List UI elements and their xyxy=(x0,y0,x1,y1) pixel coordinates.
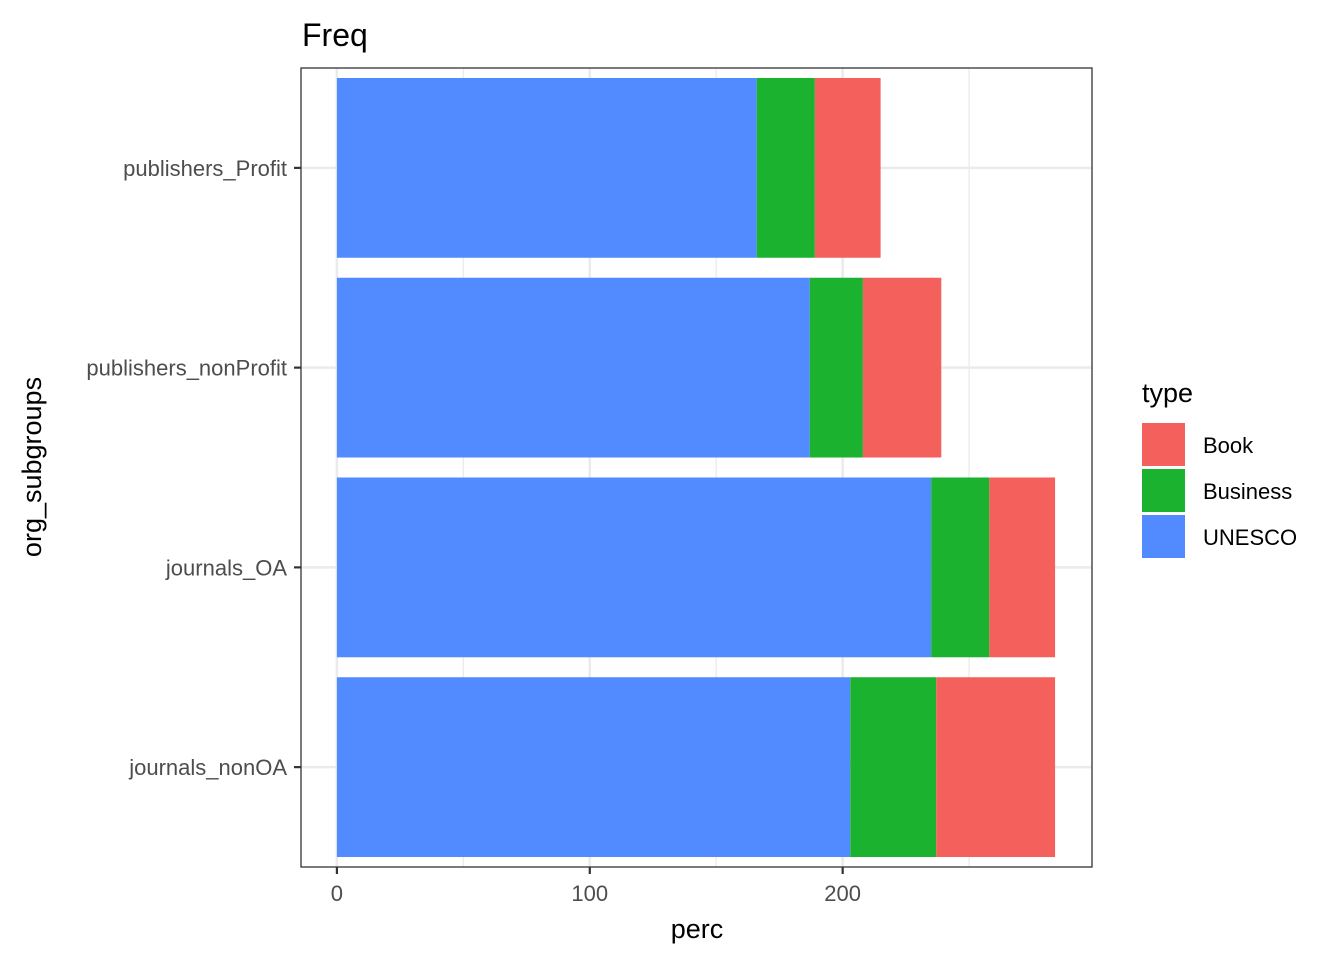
bar-book-journals-oa xyxy=(989,477,1056,658)
y-tick-label: publishers_nonProfit xyxy=(86,356,287,381)
bar-book-publishers-nonprofit xyxy=(862,277,942,458)
legend-title: type xyxy=(1142,378,1193,408)
bar-book-publishers-profit xyxy=(814,77,881,258)
y-axis-title: org_subgroups xyxy=(17,377,47,557)
legend: type Book Business UNESCO xyxy=(1142,378,1297,558)
legend-label-unesco: UNESCO xyxy=(1203,525,1297,550)
bar-unesco-journals-oa xyxy=(336,477,932,658)
y-tick-label: publishers_Profit xyxy=(123,156,287,181)
y-tick-label: journals_OA xyxy=(165,555,287,580)
plot-panel-border xyxy=(300,67,1093,868)
bar-book-journals-nonoa xyxy=(936,677,1056,858)
y-axis: journals_nonOA journals_OA publishers_nonP… xyxy=(86,156,301,780)
y-tick-label: journals_nonOA xyxy=(128,755,287,780)
bar-unesco-publishers-profit xyxy=(336,77,757,258)
x-axis: 0 100 200 xyxy=(331,867,861,906)
x-tick-label: 100 xyxy=(571,881,608,906)
chart-title: Freq xyxy=(302,17,368,53)
x-tick-label: 0 xyxy=(331,881,343,906)
bar-business-journals-nonoa xyxy=(850,677,937,858)
legend-key-book xyxy=(1142,423,1185,466)
legend-label-business: Business xyxy=(1203,479,1292,504)
x-axis-title: perc xyxy=(671,914,724,944)
legend-key-unesco xyxy=(1142,515,1185,558)
x-tick-label: 200 xyxy=(824,881,861,906)
bar-unesco-journals-nonoa xyxy=(336,677,851,858)
bar-business-journals-oa xyxy=(931,477,990,658)
bar-business-publishers-profit xyxy=(756,77,815,258)
legend-key-business xyxy=(1142,469,1185,512)
bar-business-publishers-nonprofit xyxy=(809,277,863,458)
legend-label-book: Book xyxy=(1203,433,1254,458)
bar-unesco-publishers-nonprofit xyxy=(336,277,810,458)
bars xyxy=(336,77,1056,858)
